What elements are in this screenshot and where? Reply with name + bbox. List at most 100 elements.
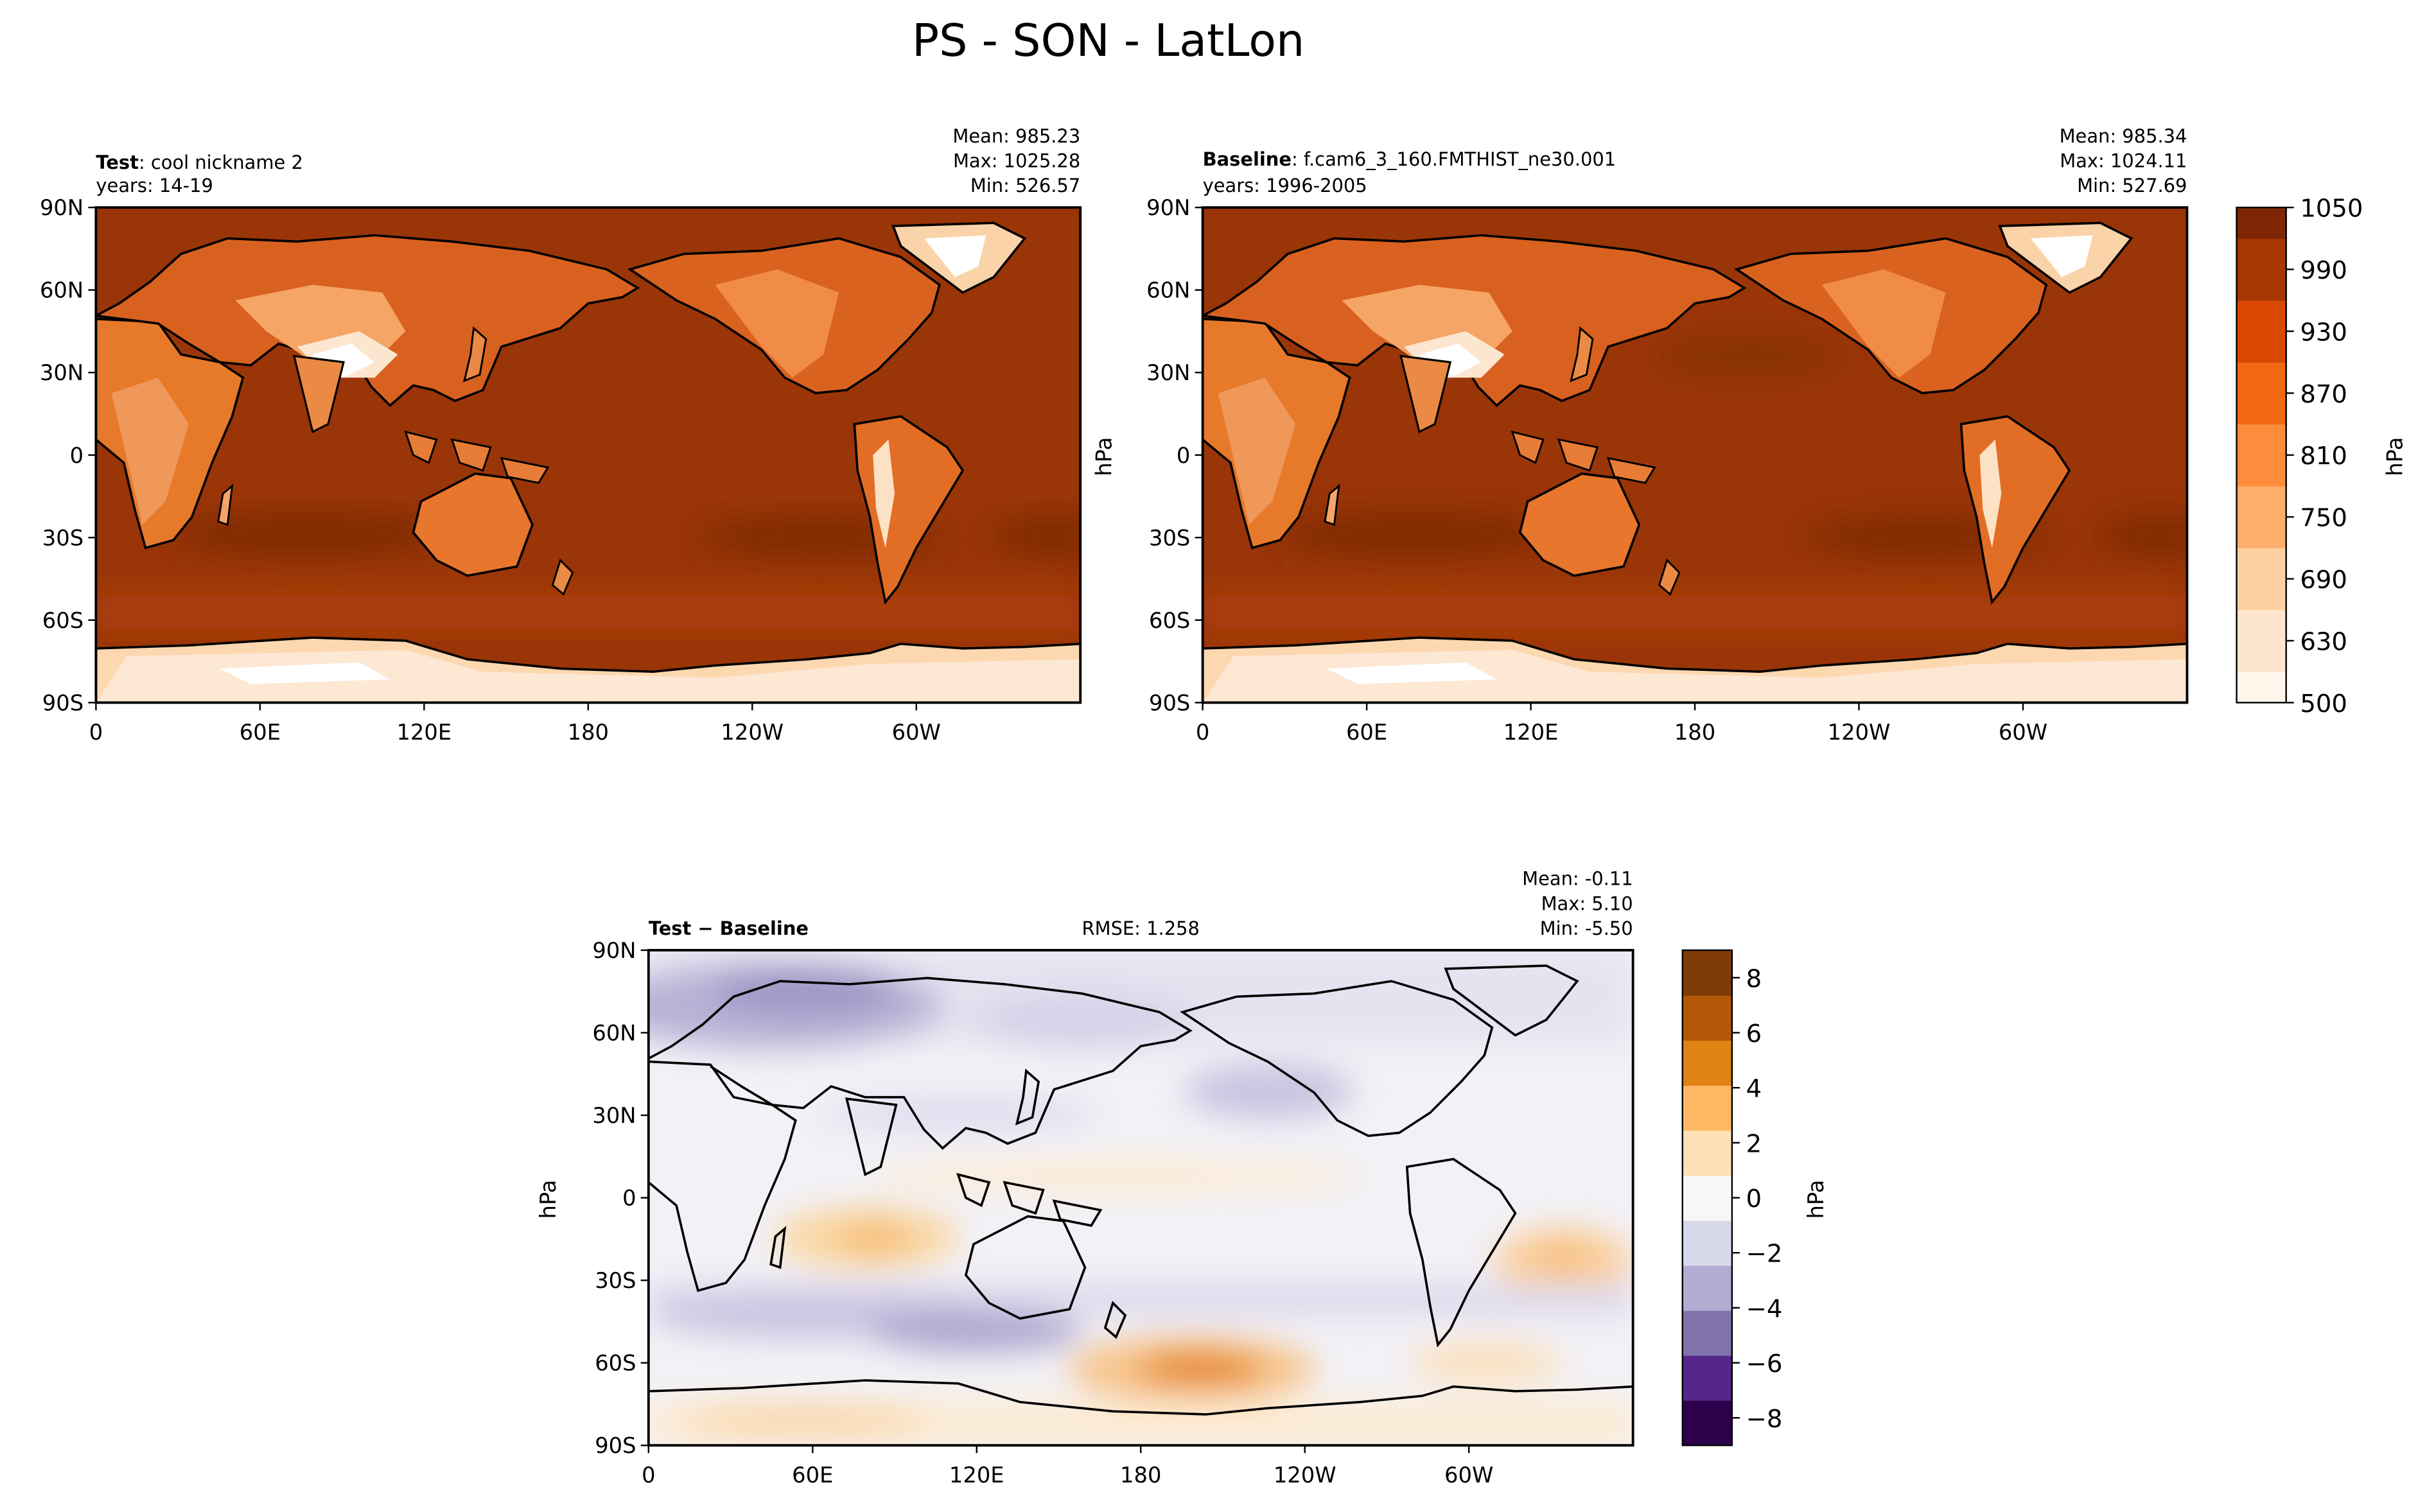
- y-axis-label: hPa: [1091, 437, 1116, 476]
- y-tick-label: 90N: [40, 195, 83, 220]
- y-tick-label: 60N: [592, 1021, 636, 1046]
- stat-max: Max: 5.10: [1541, 892, 1633, 914]
- stat-min: Min: 526.57: [970, 175, 1080, 196]
- colorbar-step: [2236, 640, 2286, 672]
- y-tick-label: 30N: [1146, 360, 1190, 385]
- colorbar-tick-label: 6: [1746, 1020, 1762, 1048]
- colorbar-step: [2236, 393, 2286, 425]
- rmse-label: RMSE: 1.258: [1082, 917, 1200, 939]
- colorbar-tick-label: 630: [2300, 627, 2347, 656]
- colorbar-tick-label: −6: [1746, 1350, 1783, 1378]
- y-tick-label: 60N: [40, 278, 83, 303]
- x-tick-label: 60W: [1999, 720, 2047, 745]
- colorbar-step: [1682, 1175, 1732, 1199]
- colorbar-absolute: 1050 990 930 870 810 750 690 630 500 hPa: [2236, 195, 2407, 718]
- pressure-bands: [1202, 337, 2187, 630]
- colorbar-label: hPa: [2382, 437, 2407, 476]
- colorbar-steps: [2236, 207, 2286, 704]
- colorbar-step: [1682, 1108, 1732, 1131]
- panel-test: Test: cool nickname 2 years: 14-19 Mean:…: [40, 125, 1082, 745]
- colorbar-tick-label: 2: [1746, 1129, 1762, 1158]
- x-tick-label: 120W: [1828, 720, 1891, 745]
- colorbar-tick-label: 930: [2300, 318, 2347, 347]
- colorbar-step: [1682, 1063, 1732, 1086]
- colorbar-step: [1682, 1332, 1732, 1356]
- stat-mean: Mean: -0.11: [1522, 868, 1633, 890]
- y-tick-label: 30S: [595, 1268, 636, 1293]
- y-tick-label: 90S: [1149, 690, 1190, 715]
- colorbar-step: [1682, 1130, 1732, 1154]
- colorbar-ticks: 8 6 4 2 0 −2 −4 −6 −8: [1731, 964, 1783, 1434]
- y-axis-label: hPa: [536, 1180, 561, 1219]
- x-axis-ticks: 0 60E 120E 180 120W 60W: [1196, 702, 2047, 745]
- colorbar-tick-label: −2: [1746, 1240, 1783, 1269]
- colorbar-step: [2236, 609, 2286, 641]
- colorbar-step: [2236, 331, 2286, 363]
- y-tick-label: 0: [622, 1186, 636, 1211]
- x-axis-ticks: 0 60E 120E 180 120W 60W: [642, 1445, 1493, 1488]
- colorbar-step: [2236, 238, 2286, 270]
- x-tick-label: 120E: [949, 1463, 1004, 1488]
- x-tick-label: 0: [1196, 720, 1209, 745]
- years-label: years: 1996-2005: [1203, 175, 1367, 196]
- x-tick-label: 180: [1120, 1463, 1161, 1488]
- stat-mean: Mean: 985.23: [952, 125, 1080, 147]
- panel-title: Baseline: f.cam6_3_160.FMTHIST_ne30.001: [1203, 148, 1617, 170]
- x-tick-label: 60W: [1444, 1463, 1493, 1488]
- colorbar-ticks: 1050 990 930 870 810 750 690 630 500: [2286, 195, 2363, 718]
- y-tick-label: 90S: [42, 690, 83, 715]
- x-tick-label: 120E: [397, 720, 452, 745]
- colorbar-step: [2236, 362, 2286, 394]
- colorbar-step: [1682, 1018, 1732, 1041]
- colorbar-step: [1682, 1310, 1732, 1334]
- colorbar-step: [1682, 1220, 1732, 1244]
- colorbar-tick-label: 500: [2300, 690, 2347, 718]
- colorbar-step: [1682, 995, 1732, 1018]
- colorbar-tick-label: 810: [2300, 442, 2347, 471]
- x-tick-label: 180: [1674, 720, 1715, 745]
- colorbar-steps: [1682, 950, 1732, 1446]
- colorbar-tick-label: 750: [2300, 504, 2347, 533]
- colorbar-step: [1682, 1378, 1732, 1401]
- colorbar-tick-label: −8: [1746, 1405, 1783, 1434]
- panel-difference: Test − Baseline RMSE: 1.258 Mean: -0.11 …: [536, 868, 1634, 1488]
- colorbar-step: [2236, 672, 2286, 704]
- colorbar-step: [1682, 1423, 1732, 1446]
- colorbar-tick-label: 4: [1746, 1075, 1762, 1104]
- colorbar-tick-label: 870: [2300, 380, 2347, 409]
- colorbar-step: [2236, 424, 2286, 456]
- stat-mean: Mean: 985.34: [2060, 125, 2187, 147]
- colorbar-step: [2236, 578, 2286, 611]
- colorbar-step: [1682, 973, 1732, 996]
- colorbar-step: [1682, 1040, 1732, 1063]
- y-tick-label: 90S: [595, 1433, 636, 1458]
- colorbar-tick-label: 0: [1746, 1185, 1762, 1213]
- y-axis-ticks: 90N 60N 30N 0 30S 60S 90S: [1146, 195, 1203, 715]
- colorbar-step: [1682, 1085, 1732, 1109]
- figure-title: PS - SON - LatLon: [912, 15, 1304, 67]
- colorbar-tick-label: 690: [2300, 566, 2347, 595]
- colorbar-step: [1682, 1242, 1732, 1266]
- y-tick-label: 0: [70, 443, 83, 468]
- y-tick-label: 0: [1177, 443, 1190, 468]
- colorbar-tick-label: 8: [1746, 964, 1762, 993]
- colorbar-step: [2236, 548, 2286, 580]
- x-tick-label: 0: [642, 1463, 655, 1488]
- colorbar-step: [1682, 1152, 1732, 1176]
- panel-title: Test: cool nickname 2: [96, 152, 302, 173]
- colorbar-step: [2236, 517, 2286, 549]
- x-tick-label: 0: [89, 720, 103, 745]
- x-tick-label: 180: [568, 720, 609, 745]
- x-axis-ticks: 0 60E 120E 180 120W 60W: [89, 702, 941, 745]
- y-tick-label: 30N: [40, 360, 83, 385]
- colorbar-step: [1682, 950, 1732, 973]
- years-label: years: 14-19: [96, 175, 213, 196]
- x-tick-label: 60E: [1346, 720, 1387, 745]
- colorbar-tick-label: −4: [1746, 1294, 1783, 1323]
- colorbar-difference: 8 6 4 2 0 −2 −4 −6 −8 hPa: [1681, 949, 1828, 1447]
- stat-min: Min: -5.50: [1540, 917, 1633, 939]
- y-axis-ticks: 90N 60N 30N 0 30S 60S 90S: [592, 938, 649, 1458]
- colorbar-step: [2236, 485, 2286, 517]
- colorbar-step: [1682, 1355, 1732, 1378]
